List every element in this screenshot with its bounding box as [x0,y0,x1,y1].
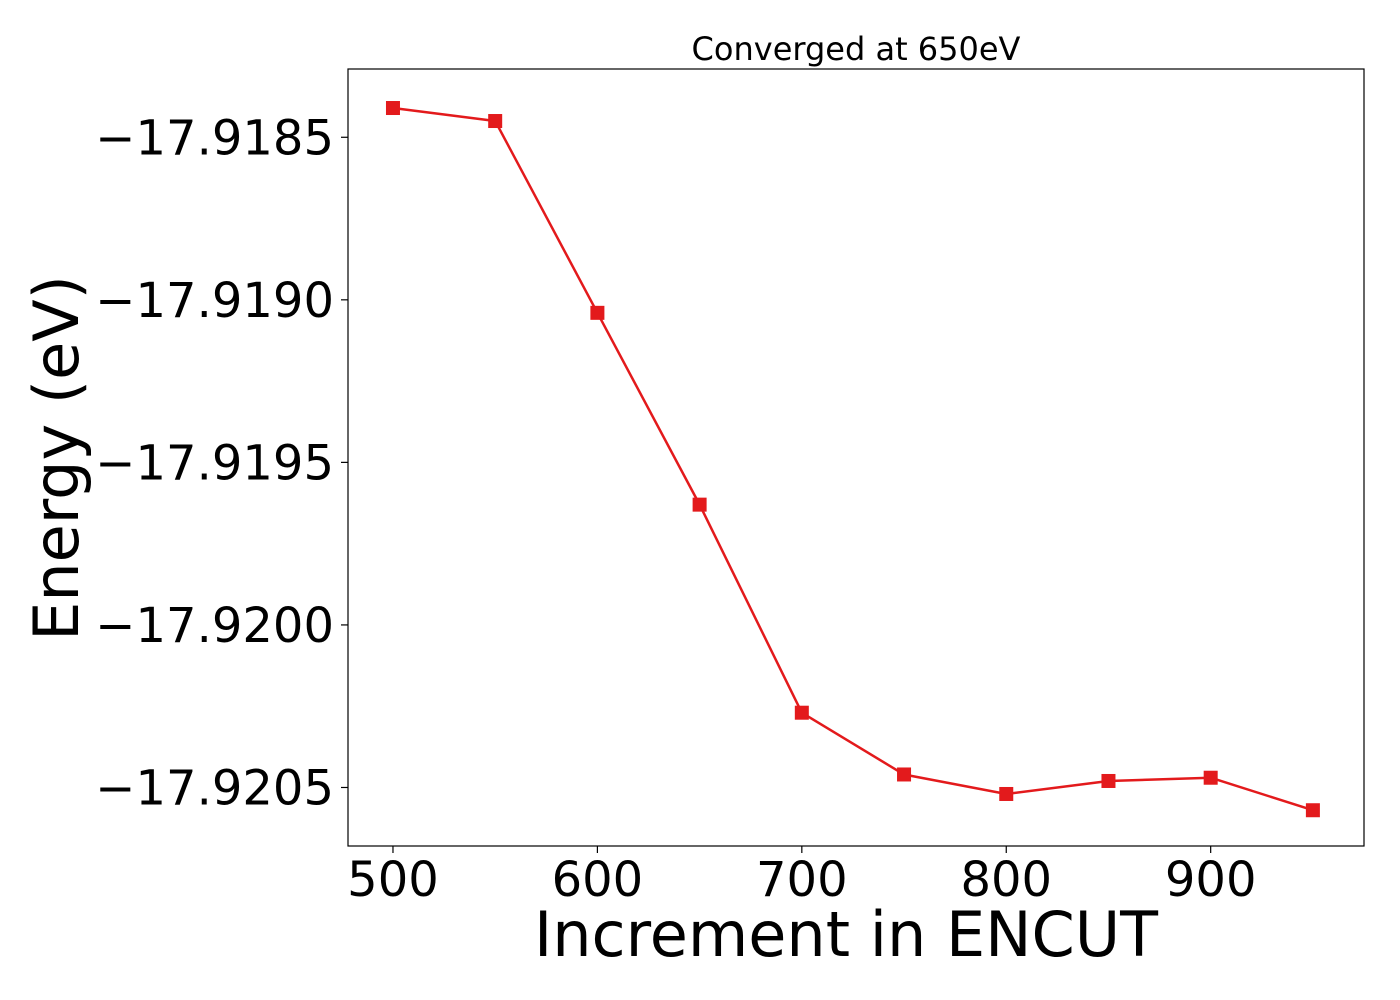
data-point-marker [385,101,400,116]
data-point-marker [1101,773,1116,788]
x-tick-label: 700 [756,852,848,908]
data-point-marker [1203,770,1218,785]
series-line [392,106,1314,812]
y-tick-label: −17.9185 [95,110,334,166]
x-tick-group: 500 600 700 800 900 [347,846,1256,908]
data-point-marker [794,705,809,720]
chart-title: Converged at 650eV [692,30,1021,68]
data-point-marker [1305,803,1320,818]
y-axis-label: Energy (eV) [20,275,93,641]
data-point-marker [897,767,912,782]
data-point-marker [590,305,605,320]
plot-frame [347,68,1365,847]
y-tick-group: −17.9185 −17.9190 −17.9195 −17.9200 −17.9205 [95,110,348,816]
y-tick-label: −17.9200 [95,598,334,654]
x-axis-label: Increment in ENCUT [534,898,1159,971]
data-point-marker [999,786,1014,801]
data-point-marker [488,114,503,129]
y-tick-label: −17.9190 [95,273,334,329]
x-tick-label: 600 [552,852,644,908]
x-tick-label: 500 [347,852,439,908]
plot-series-group [385,101,1320,818]
y-tick-label: −17.9195 [95,435,334,491]
y-tick-label: −17.9205 [95,760,334,816]
x-tick-label: 800 [960,852,1052,908]
data-point-marker [692,497,707,512]
x-tick-label: 900 [1165,852,1257,908]
